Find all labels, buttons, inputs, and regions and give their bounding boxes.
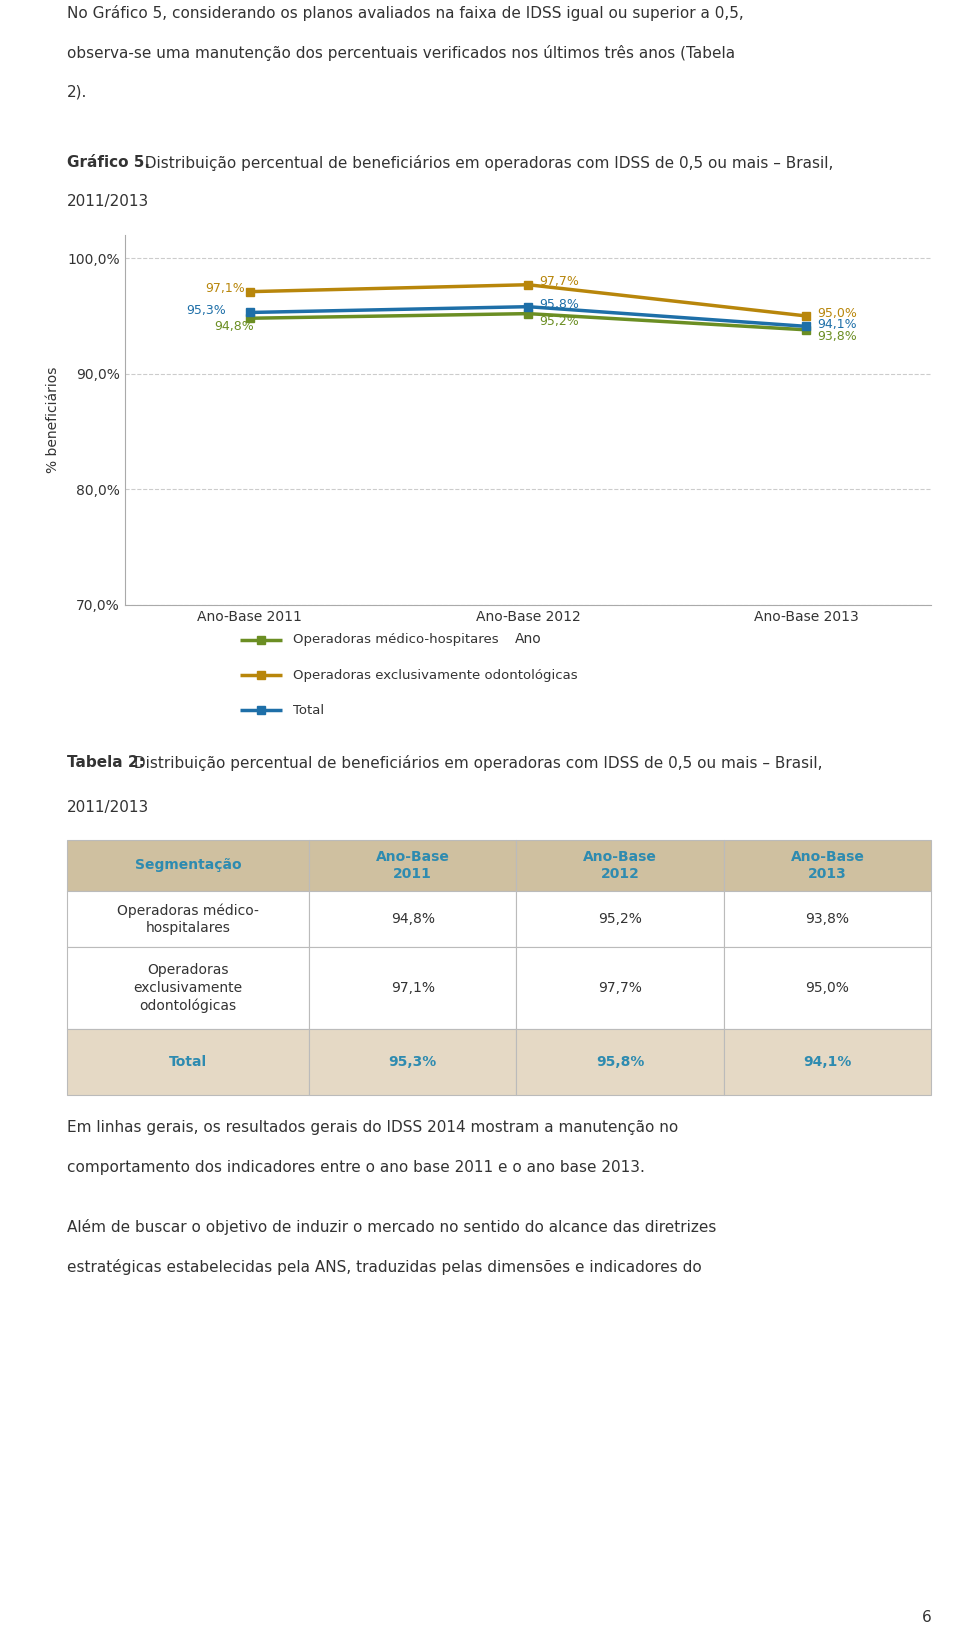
Text: Ano-Base
2013: Ano-Base 2013 [791, 850, 864, 882]
Bar [724, 1028, 931, 1096]
Text: comportamento dos indicadores entre o ano base 2011 e o ano base 2013.: comportamento dos indicadores entre o an… [67, 1160, 645, 1175]
Text: 2).: 2). [67, 84, 87, 99]
Bar [67, 841, 309, 892]
Text: Segmentação: Segmentação [134, 859, 242, 872]
Bar [67, 1028, 309, 1096]
Text: Ano-Base
2012: Ano-Base 2012 [584, 850, 657, 882]
Text: 97,7%: 97,7% [540, 275, 579, 288]
Text: Gráfico 5.: Gráfico 5. [67, 155, 150, 169]
Bar [309, 948, 516, 1028]
X-axis label: Ano: Ano [515, 632, 541, 646]
Text: 93,8%: 93,8% [805, 911, 850, 926]
Text: Em linhas gerais, os resultados gerais do IDSS 2014 mostram a manutenção no: Em linhas gerais, os resultados gerais d… [67, 1120, 679, 1135]
Text: Operadoras
exclusivamente
odontológicas: Operadoras exclusivamente odontológicas [133, 964, 243, 1013]
Text: Total: Total [169, 1054, 207, 1069]
Text: 95,8%: 95,8% [540, 298, 579, 311]
Text: 95,3%: 95,3% [186, 304, 226, 317]
Text: Operadoras exclusivamente odontológicas: Operadoras exclusivamente odontológicas [293, 668, 577, 681]
Text: 97,1%: 97,1% [391, 980, 435, 995]
Text: Operadoras médico-
hospitalares: Operadoras médico- hospitalares [117, 903, 259, 934]
Text: 93,8%: 93,8% [817, 331, 857, 344]
Text: 2011/2013: 2011/2013 [67, 194, 150, 209]
Text: 94,8%: 94,8% [214, 319, 253, 332]
Text: 2011/2013: 2011/2013 [67, 801, 150, 816]
Text: 95,0%: 95,0% [805, 980, 850, 995]
Bar [67, 948, 309, 1028]
Text: 95,2%: 95,2% [540, 316, 579, 329]
Text: 95,0%: 95,0% [817, 306, 857, 319]
Y-axis label: % beneficiários: % beneficiários [46, 367, 60, 474]
Text: 94,8%: 94,8% [391, 911, 435, 926]
Text: Tabela 2:: Tabela 2: [67, 755, 145, 770]
Text: Total: Total [293, 704, 324, 717]
Text: 94,1%: 94,1% [817, 317, 857, 331]
Text: observa-se uma manutenção dos percentuais verificados nos últimos três anos (Tab: observa-se uma manutenção dos percentuai… [67, 44, 735, 61]
Text: Ano-Base
2011: Ano-Base 2011 [376, 850, 449, 882]
Bar [67, 892, 309, 948]
Text: Distribuição percentual de beneficiários em operadoras com IDSS de 0,5 ou mais –: Distribuição percentual de beneficiários… [134, 155, 833, 171]
Bar [516, 892, 724, 948]
Bar [724, 841, 931, 892]
Text: 97,7%: 97,7% [598, 980, 642, 995]
Bar [309, 1028, 516, 1096]
Text: Operadoras médico-hospitares: Operadoras médico-hospitares [293, 633, 498, 646]
Text: Distribuição percentual de beneficiários em operadoras com IDSS de 0,5 ou mais –: Distribuição percentual de beneficiários… [130, 755, 823, 772]
Bar [516, 1028, 724, 1096]
Text: estratégicas estabelecidas pela ANS, traduzidas pelas dimensões e indicadores do: estratégicas estabelecidas pela ANS, tra… [67, 1258, 702, 1275]
Text: 6: 6 [922, 1610, 931, 1625]
Bar [516, 841, 724, 892]
Text: 95,8%: 95,8% [596, 1054, 644, 1069]
Bar [309, 841, 516, 892]
Text: 97,1%: 97,1% [205, 283, 245, 294]
Bar [516, 948, 724, 1028]
Bar [309, 892, 516, 948]
Text: 95,3%: 95,3% [389, 1054, 437, 1069]
Text: 95,2%: 95,2% [598, 911, 642, 926]
Text: No Gráfico 5, considerando os planos avaliados na faixa de IDSS igual ou superio: No Gráfico 5, considerando os planos ava… [67, 5, 744, 21]
Bar [724, 948, 931, 1028]
Bar [724, 892, 931, 948]
Text: 94,1%: 94,1% [804, 1054, 852, 1069]
Text: Além de buscar o objetivo de induzir o mercado no sentido do alcance das diretri: Além de buscar o objetivo de induzir o m… [67, 1219, 716, 1235]
